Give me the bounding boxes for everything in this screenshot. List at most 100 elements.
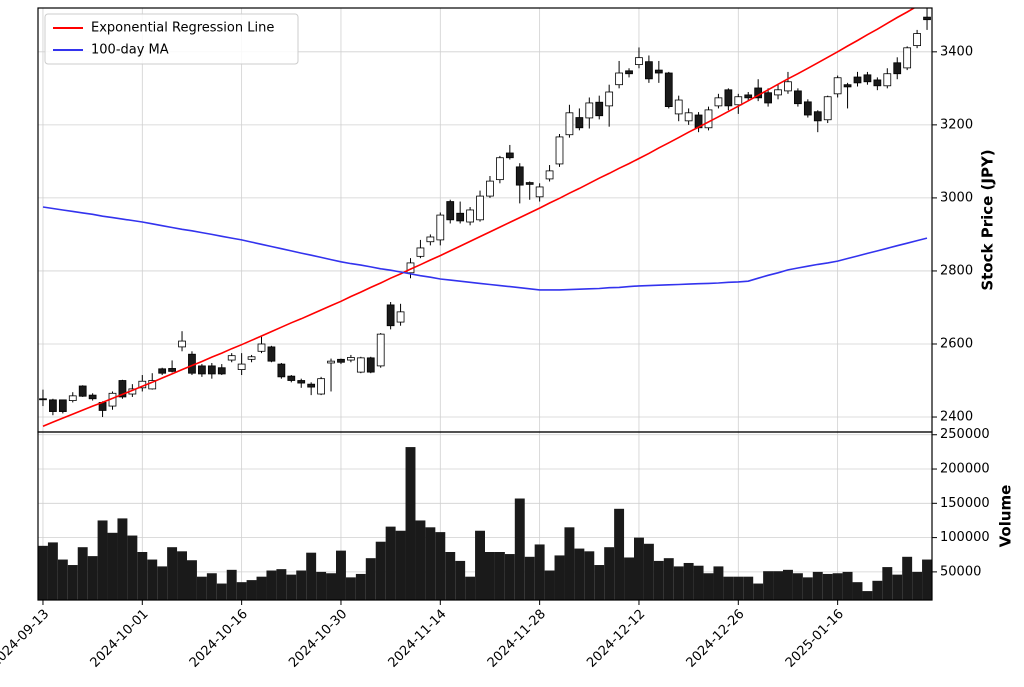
candle-body bbox=[893, 62, 902, 75]
candle-body bbox=[58, 399, 67, 412]
volume-bar bbox=[723, 576, 734, 600]
volume-bar bbox=[763, 571, 774, 600]
volume-bar bbox=[365, 558, 376, 600]
candle-body bbox=[168, 368, 176, 372]
volume-bar bbox=[802, 577, 813, 600]
volume-bar bbox=[624, 557, 634, 600]
volume-bar bbox=[783, 569, 793, 600]
candle-body bbox=[883, 73, 892, 87]
volume-bar bbox=[385, 526, 396, 600]
volume-bar bbox=[67, 565, 78, 600]
candle-body bbox=[366, 357, 375, 373]
candle-body bbox=[654, 69, 663, 74]
x-tick-label: 2024-10-16 bbox=[187, 607, 251, 671]
candle-body bbox=[426, 236, 435, 243]
candle-body bbox=[88, 394, 97, 400]
candle-body bbox=[853, 76, 862, 84]
volume-bar bbox=[792, 573, 803, 600]
candle-body bbox=[347, 357, 355, 361]
volume-bar bbox=[485, 552, 495, 600]
candle-body bbox=[207, 365, 216, 375]
y-tick-label: 200000 bbox=[940, 462, 990, 477]
x-tick-label: 2025-01-16 bbox=[783, 607, 847, 671]
candle-body bbox=[774, 89, 782, 96]
line-series bbox=[42, 8, 916, 427]
candle-body bbox=[307, 383, 316, 388]
volume-bar bbox=[276, 569, 287, 600]
volume-bar bbox=[306, 552, 317, 600]
x-tick-label: 2024-10-30 bbox=[286, 607, 350, 671]
volume-bar bbox=[673, 566, 684, 600]
x-tick-label: 2024-11-28 bbox=[485, 607, 549, 671]
candle-body bbox=[744, 94, 753, 99]
volume-bar bbox=[693, 565, 704, 600]
candle-body bbox=[803, 101, 812, 116]
volume-bar bbox=[77, 547, 88, 600]
y-tick-label: 2600 bbox=[940, 336, 973, 351]
candle-body bbox=[833, 77, 842, 95]
candle-body bbox=[496, 157, 504, 181]
volume-bar bbox=[196, 576, 207, 600]
volume-bar bbox=[465, 576, 476, 600]
volume-bar bbox=[634, 537, 644, 600]
volume-bar bbox=[852, 582, 863, 600]
y-tick-label: 2400 bbox=[940, 410, 973, 425]
candle-body bbox=[585, 102, 594, 119]
volume-bar bbox=[902, 556, 913, 600]
volume-bar bbox=[395, 530, 406, 600]
volume-bar bbox=[38, 545, 48, 600]
volume-bar bbox=[832, 573, 843, 600]
volume-bar bbox=[643, 543, 654, 600]
candle-body bbox=[337, 358, 345, 363]
volume-bar bbox=[524, 556, 535, 600]
candle-body bbox=[575, 117, 584, 129]
candle-body bbox=[714, 97, 723, 107]
volume-bar bbox=[167, 547, 178, 600]
candle-body bbox=[664, 72, 673, 108]
volume-bar bbox=[216, 583, 227, 600]
candle-body bbox=[764, 92, 772, 104]
volume-bar bbox=[107, 532, 118, 600]
volume-bar bbox=[57, 559, 68, 600]
candle-body bbox=[327, 360, 335, 364]
candle-body bbox=[843, 84, 852, 88]
volume-bar bbox=[405, 447, 416, 600]
candle-body bbox=[297, 380, 306, 384]
volume-bar bbox=[872, 580, 883, 600]
volume-bar bbox=[733, 576, 744, 600]
volume-bar bbox=[47, 542, 58, 600]
candle-body bbox=[784, 81, 792, 92]
volume-bar bbox=[862, 591, 873, 600]
volume-bar bbox=[564, 527, 575, 600]
line-series bbox=[42, 206, 928, 291]
candle-body bbox=[446, 201, 455, 221]
volume-bar bbox=[534, 544, 545, 600]
volume-bar bbox=[475, 530, 485, 600]
volume-bar bbox=[326, 573, 336, 600]
candle-body bbox=[525, 182, 534, 185]
candle-body bbox=[486, 180, 494, 197]
candle-body bbox=[863, 74, 872, 83]
y-tick-label: 100000 bbox=[940, 530, 990, 545]
candle-body bbox=[317, 378, 325, 395]
candle-body bbox=[505, 152, 514, 159]
legend-label: 100-day MA bbox=[91, 43, 169, 58]
candle-body bbox=[724, 89, 733, 107]
candle-body bbox=[178, 340, 186, 348]
volume-bar bbox=[743, 576, 754, 600]
candle-body bbox=[68, 395, 77, 401]
y-tick-label: 2800 bbox=[940, 263, 973, 278]
volume-bar bbox=[425, 527, 436, 600]
volume-bar bbox=[246, 580, 257, 600]
candle-body bbox=[466, 209, 474, 223]
candle-body bbox=[39, 398, 47, 401]
volume-bar bbox=[812, 571, 823, 600]
y-axis-title: Volume bbox=[997, 485, 1015, 548]
candle-body bbox=[396, 311, 405, 323]
candle-body bbox=[476, 195, 484, 221]
volume-bar bbox=[266, 570, 277, 600]
volume-bar bbox=[514, 498, 525, 600]
candle-body bbox=[198, 365, 206, 375]
candle-body bbox=[356, 357, 365, 373]
